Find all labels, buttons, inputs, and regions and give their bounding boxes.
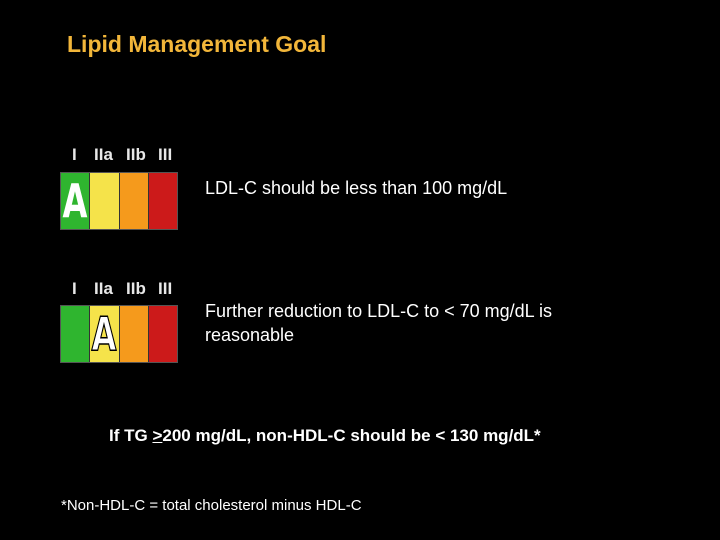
recommendation-text-1: LDL-C should be less than 100 mg/dL xyxy=(205,178,508,198)
class-iii-segment xyxy=(147,306,177,362)
class-iii-segment xyxy=(147,173,177,229)
class-iia-segment: A xyxy=(89,306,119,362)
tg-ge-symbol: > xyxy=(152,426,163,445)
tg-prefix: If TG xyxy=(109,426,153,445)
level-letter: A xyxy=(62,174,88,228)
tg-statement: If TG >200 mg/dL, non-HDL-C should be < … xyxy=(109,426,541,446)
slide-title: Lipid Management Goal xyxy=(67,31,327,57)
class-iib-segment xyxy=(118,173,148,229)
class-label-iib: IIb xyxy=(126,145,146,164)
class-label-i: I xyxy=(72,145,77,164)
class-i-segment xyxy=(61,306,90,362)
class-label-i: I xyxy=(72,279,77,298)
class-iib-segment xyxy=(118,306,148,362)
evidence-scale-1: A xyxy=(60,172,178,230)
class-label-iii: III xyxy=(158,145,173,164)
class-iia-segment xyxy=(89,173,119,229)
class-label-iia: IIa xyxy=(94,145,113,164)
footnote: *Non-HDL-C = total cholesterol minus HDL… xyxy=(61,497,362,514)
class-i-segment: A xyxy=(61,173,90,229)
evidence-scale-2: A xyxy=(60,305,178,363)
class-label-iib: IIb xyxy=(126,279,146,298)
tg-suffix: 200 mg/dL, non-HDL-C should be < 130 mg/… xyxy=(162,426,541,445)
level-letter: A xyxy=(91,307,117,361)
class-label-iia: IIa xyxy=(94,279,113,298)
class-labels-2: I IIa IIb III xyxy=(72,279,182,299)
recommendation-text-2: Further reduction to LDL-C to < 70 mg/dL… xyxy=(205,301,553,345)
class-labels-1: I IIa IIb III xyxy=(72,145,182,165)
class-label-iii: III xyxy=(158,279,173,298)
